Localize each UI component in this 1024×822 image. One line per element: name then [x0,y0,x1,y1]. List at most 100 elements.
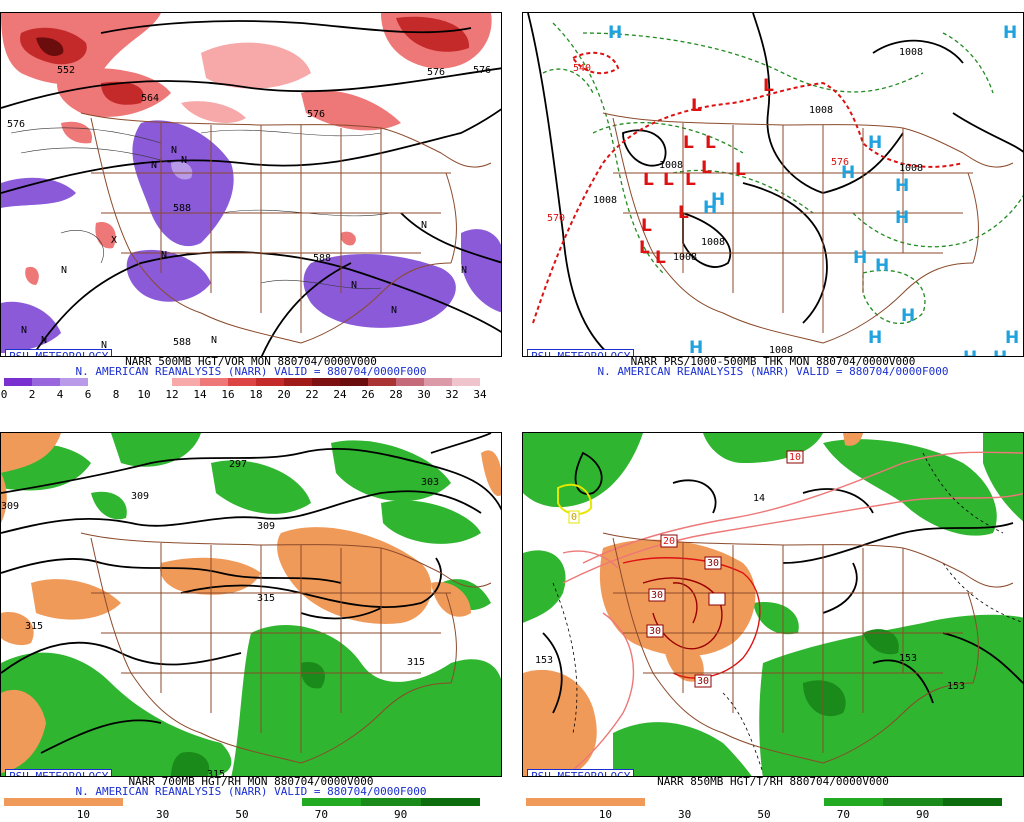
colorbar-tick-label: 14 [193,388,207,401]
svg-text:N: N [61,265,67,276]
svg-text:576: 576 [831,157,849,168]
colorbar-tick-label: 90 [916,808,930,821]
map-850mb: 10 14 20 30 30 30 30 0 153 153 153 PSU M… [522,432,1024,777]
svg-text:H: H [1003,23,1017,43]
svg-text:H: H [868,133,882,153]
map-500mb-graphic: NNN NXN NNN NNN NN 576 552 564 576 576 5… [1,13,501,356]
psu-meteorology-badge: PSU METEOROLOGY [5,349,113,356]
colorbar-tick-label: 32 [445,388,459,401]
svg-text:H: H [901,306,915,326]
panel-title: NARR 850MB HGT/T/RH 880704/0000V000 [657,775,889,788]
rh-colorbar [526,798,1002,806]
panel-700mb-rh: 297 303 309 309 315 315 315 315 309 PSU … [0,420,502,822]
svg-text:N: N [391,305,397,316]
map-700mb: 297 303 309 309 315 315 315 315 309 PSU … [0,432,502,777]
colorbar-segment [526,798,586,806]
psu-meteorology-badge: PSU METEOROLOGY [527,769,635,776]
colorbar-tick-label: 28 [389,388,403,401]
colorbar-segment [123,798,183,806]
colorbar-segment [361,798,421,806]
colorbar-tick-label: 30 [678,808,692,821]
svg-text:H: H [868,328,882,348]
colorbar-segment [424,378,452,386]
colorbar-tick-label: 18 [249,388,263,401]
svg-text:153: 153 [899,653,917,664]
colorbar-segment [284,378,312,386]
svg-text:309: 309 [1,501,19,512]
svg-text:576: 576 [473,65,491,76]
svg-text:309: 309 [131,491,149,502]
colorbar-segment [4,798,64,806]
svg-text:1008: 1008 [769,345,793,356]
svg-text:1008: 1008 [659,160,683,171]
svg-text:1008: 1008 [673,252,697,263]
map-850mb-contour-labels: 10 14 20 30 30 30 30 0 153 153 153 [535,450,965,692]
vorticity-colorbar-ticks: 0 2 4 6 8 10 12 14 16 18 20 22 24 26 28 30 32 34 [0,388,494,401]
colorbar-tick-label: 10 [137,388,151,401]
svg-text:L: L [663,170,674,190]
svg-text:14: 14 [753,493,765,504]
colorbar-segment [585,798,645,806]
svg-text:N: N [41,335,47,346]
svg-text:H: H [853,248,867,268]
rh-colorbar [4,798,480,806]
colorbar-tick-label: 50 [757,808,771,821]
colorbar-segment [200,378,228,386]
svg-text:H: H [875,256,889,276]
colorbar-tick-label: 30 [156,808,170,821]
panel-valid-line: N. AMERICAN REANALYSIS (NARR) VALID = 88… [75,785,427,798]
svg-text:315: 315 [25,621,43,632]
colorbar-tick-label: 26 [361,388,375,401]
svg-text:L: L [678,203,689,223]
colorbar-tick-label: 70 [836,808,850,821]
colorbar-segment [60,378,88,386]
vorticity-colorbar [4,378,480,386]
colorbar-tick-label: 24 [333,388,347,401]
svg-text:153: 153 [947,681,965,692]
svg-text:N: N [421,220,427,231]
colorbar-segment [88,378,116,386]
svg-text:576: 576 [7,119,25,130]
colorbar-tick-label: 20 [277,388,291,401]
colorbar-segment [228,378,256,386]
colorbar-tick-label: 34 [473,388,487,401]
colorbar-tick-label: 30 [417,388,431,401]
svg-text:576: 576 [427,67,445,78]
colorbar-segment [420,798,480,806]
svg-text:H: H [895,176,909,196]
svg-text:H: H [1005,328,1019,348]
svg-text:L: L [641,216,652,236]
colorbar-tick-label: 6 [84,388,92,401]
panel-title: NARR 700MB HGT/RH MON 880704/0000V000 [128,775,374,788]
colorbar-segment [63,798,123,806]
svg-text:H: H [963,348,977,357]
colorbar-segment [883,798,943,806]
svg-text:588: 588 [313,253,331,264]
svg-text:1008: 1008 [899,163,923,174]
colorbar-tick-label: 70 [314,808,328,821]
colorbar-tick-label: 2 [28,388,36,401]
colorbar-tick-label: 90 [394,808,408,821]
svg-text:315: 315 [257,593,275,604]
svg-text:309: 309 [257,521,275,532]
colorbar-tick-label: 0 [0,388,8,401]
svg-text:L: L [685,170,696,190]
svg-text:30: 30 [707,558,719,569]
psu-meteorology-badge: PSU METEOROLOGY [5,769,113,776]
svg-text:10: 10 [789,452,801,463]
svg-text:1008: 1008 [899,47,923,58]
colorbar-segment [144,378,172,386]
svg-text:N: N [101,340,107,351]
colorbar-segment [368,378,396,386]
svg-text:H: H [993,348,1007,357]
colorbar-tick-label: 10 [76,808,90,821]
map-700mb-graphic: 297 303 309 309 315 315 315 315 309 [1,433,501,776]
svg-text:L: L [655,248,666,268]
colorbar-tick-label: 22 [305,388,319,401]
colorbar-tick-label: 4 [56,388,64,401]
svg-text:1008: 1008 [593,195,617,206]
